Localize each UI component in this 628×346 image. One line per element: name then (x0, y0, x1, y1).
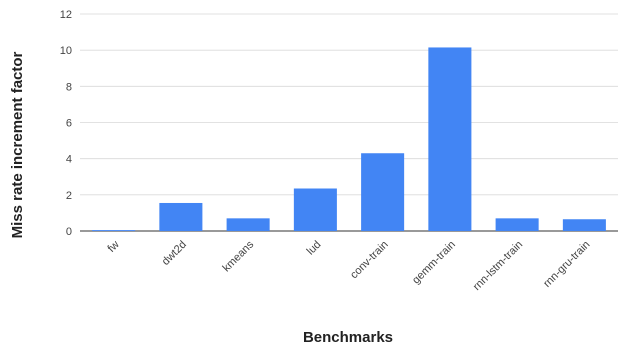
bar-fw (92, 230, 136, 231)
y-tick-label: 6 (66, 118, 72, 130)
bar-rnn-lstm-train (495, 218, 539, 231)
y-tick-label: 10 (60, 45, 72, 57)
y-tick-label: 2 (66, 190, 72, 202)
y-axis-title: Miss rate increment factor (9, 51, 26, 238)
x-tick-label: dwt2d (160, 239, 189, 268)
bar-rnn-gru-train (562, 219, 606, 231)
x-tick-label: gemm-train (410, 239, 458, 287)
y-tick-labels: 0 2 4 6 8 10 12 (60, 9, 72, 238)
y-tick-label: 4 (66, 154, 72, 166)
y-tick-label: 0 (66, 226, 72, 238)
bar-lud (293, 188, 337, 231)
x-tick-label: rnn-lstm-train (471, 239, 525, 293)
bar-gemm-train (428, 47, 472, 232)
gridlines (80, 13, 618, 232)
x-tick-label: conv-train (348, 239, 391, 282)
x-tick-labels: fw dwt2d kmeans lud conv-train gemm-train rnn-… (105, 238, 592, 293)
bar-dwt2d (159, 202, 203, 231)
bar-conv-train (361, 153, 405, 231)
y-tick-label: 12 (60, 9, 72, 21)
x-tick-label: kmeans (221, 238, 257, 274)
bars (92, 47, 606, 232)
y-tick-label: 8 (66, 81, 72, 93)
bar-kmeans (226, 218, 270, 231)
x-tick-label: lud (305, 239, 324, 258)
x-axis-title: Benchmarks (303, 329, 393, 346)
x-tick-label: rnn-gru-train (541, 239, 592, 290)
x-tick-label: fw (105, 239, 121, 255)
